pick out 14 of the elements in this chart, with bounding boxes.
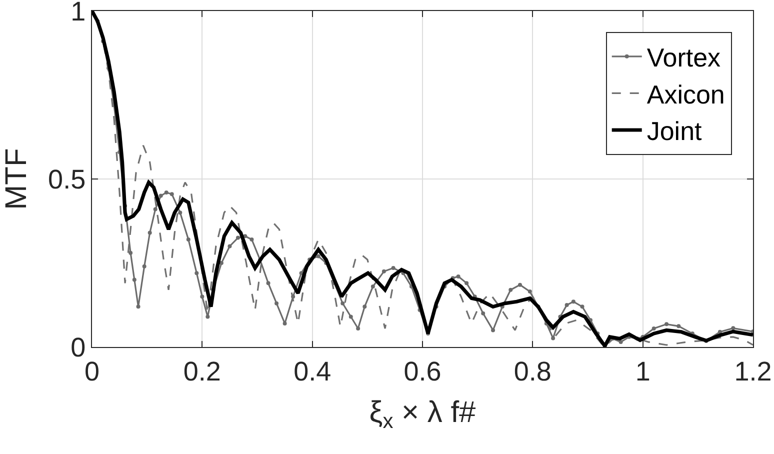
legend-label: Axicon <box>646 79 725 110</box>
x-tick-label: 1.2 <box>734 356 772 386</box>
x-tick-label: 0.6 <box>404 356 442 386</box>
x-axis-title: ξ$_{x}$ × λ f# <box>369 396 476 434</box>
y-tick-label: 0 <box>70 332 86 362</box>
x-tick-label: 0.8 <box>514 356 552 386</box>
x-tick-label: 1 <box>635 356 650 386</box>
y-tick-label: 1 <box>70 0 86 26</box>
x-tick-label: 0.4 <box>294 356 332 386</box>
x-tick-label: 0.2 <box>183 356 221 386</box>
y-axis-title: MTF <box>0 148 33 210</box>
legend-label: Vortex <box>646 42 721 73</box>
legend-label: Joint <box>646 116 703 146</box>
y-tick-label: 0.5 <box>48 164 86 194</box>
